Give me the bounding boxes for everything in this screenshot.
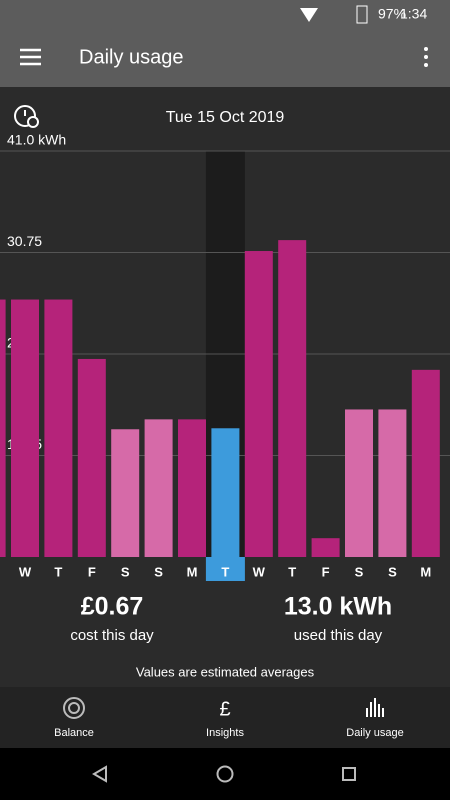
battery-icon: [356, 5, 368, 24]
usage-icon: [366, 698, 384, 717]
x-tick-label: S: [355, 564, 364, 579]
usage-label: used this day: [294, 627, 383, 644]
clock: 1:34: [400, 6, 427, 22]
add-timer-button[interactable]: [14, 105, 39, 128]
app-title: Daily usage: [79, 46, 184, 68]
back-button[interactable]: [92, 765, 107, 783]
home-button[interactable]: [216, 765, 234, 783]
system-nav: [0, 748, 450, 800]
bar: [278, 240, 307, 557]
cost-value: £0.67: [81, 593, 144, 621]
status-bar: [0, 0, 450, 30]
bar: [111, 429, 140, 557]
x-tick-label: W: [253, 564, 266, 579]
nav-item[interactable]: Balance: [54, 727, 94, 739]
x-tick-label: T: [221, 564, 229, 579]
bar: [211, 428, 240, 557]
nav-item[interactable]: Insights: [206, 727, 244, 739]
bar: [77, 358, 106, 557]
bar: [11, 299, 39, 557]
x-tick-label: F: [88, 564, 96, 579]
x-tick-label: S: [154, 564, 163, 579]
battery: 97%: [378, 6, 406, 22]
usage-value: 13.0 kWh: [284, 593, 392, 621]
x-tick-label: W: [19, 564, 32, 579]
nav-item[interactable]: Daily usage: [346, 727, 403, 739]
bar: [244, 251, 273, 557]
bar: [411, 369, 440, 557]
y-tick-label: 30.75: [7, 233, 42, 249]
wifi-icon: [300, 8, 318, 22]
bar: [0, 299, 6, 557]
x-tick-label: T: [54, 564, 62, 579]
menu-button[interactable]: [20, 48, 41, 66]
chart-title: Tue 15 Oct 2019: [166, 109, 285, 126]
x-tick-label: M: [420, 564, 431, 579]
overflow-menu[interactable]: [424, 47, 428, 67]
cost-label: cost this day: [70, 627, 154, 644]
balance-icon: [63, 697, 85, 719]
app-bar: [0, 30, 450, 87]
x-tick-label: F: [322, 564, 330, 579]
recents-button[interactable]: [342, 767, 356, 781]
insights-icon: £: [219, 698, 230, 720]
note: Values are estimated averages: [136, 664, 315, 679]
selected-label-bg: [205, 557, 245, 581]
bar: [378, 409, 407, 557]
bar: [178, 419, 206, 557]
x-tick-label: S: [388, 564, 397, 579]
bar: [144, 419, 173, 557]
bar: [345, 409, 373, 557]
bar: [44, 299, 73, 557]
x-tick-label: S: [121, 564, 130, 579]
y-tick-label: 41.0 kWh: [7, 132, 66, 148]
x-tick-label: T: [288, 564, 296, 579]
bar: [311, 538, 340, 557]
x-tick-label: M: [187, 564, 198, 579]
